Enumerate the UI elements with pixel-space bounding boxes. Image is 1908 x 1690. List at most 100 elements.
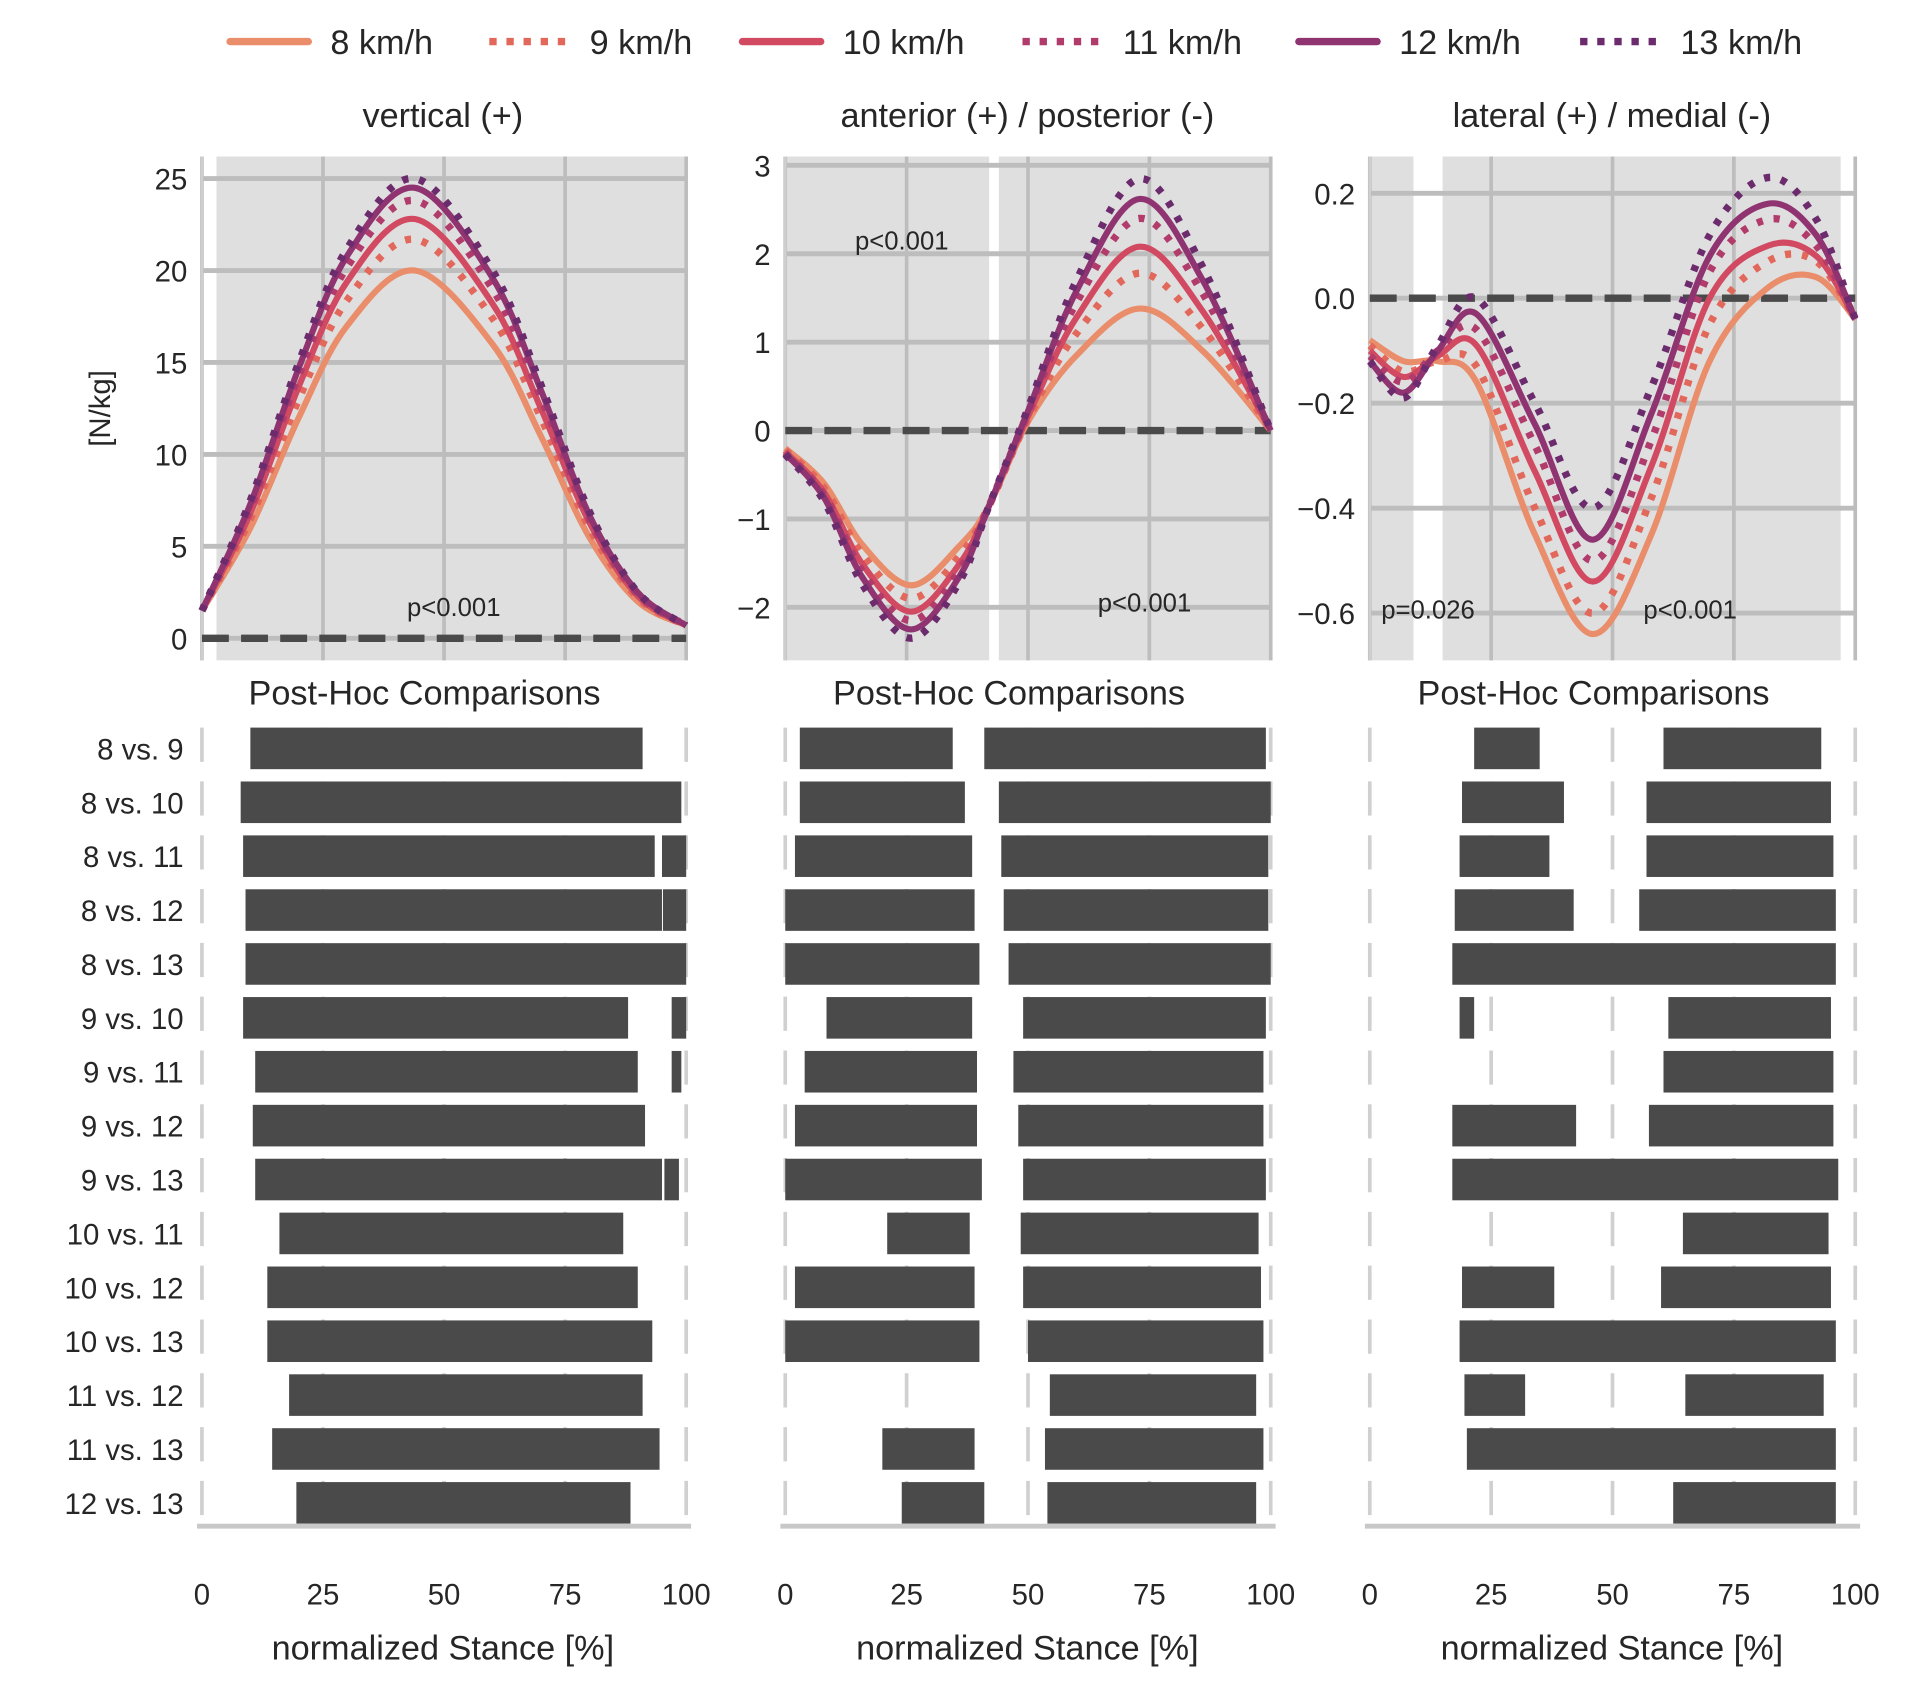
posthoc-significance-bar [1013,1050,1264,1093]
series-line-10-km-h [1367,239,1858,585]
y-tick-label: 5 [171,531,187,564]
posthoc-significance-bar [794,835,973,877]
y-tick-label: 0.2 [1314,178,1355,211]
posthoc-significance-bar [1668,997,1831,1039]
panel-0: 0 5 10 15 20 25 p<0.001 8 vs. 9 8 vs. 10 8 vs. 11… [65,156,711,1611]
posthoc-significance-bar [882,1428,975,1470]
posthoc-significance-bar [252,1104,646,1147]
x-tick-label: 100 [1831,1578,1880,1611]
x-tick-label: 75 [1718,1578,1751,1611]
posthoc-significance-bar [1023,997,1266,1039]
significance-region [1369,156,1414,661]
posthoc-title-3: Post-Hoc Comparisons [1418,674,1770,712]
p-value-annotation: p<0.001 [855,227,949,255]
legend-label-3: 11 km/h [1123,24,1242,62]
posthoc-significance-bar [240,781,682,824]
posthoc-significance-bar [901,1482,985,1524]
series-line-12-km-h [1367,200,1859,543]
posthoc-title-1: Post-Hoc Comparisons [249,674,601,712]
panel-title-ml: lateral (+) / medial (-) [1453,97,1772,135]
posthoc-significance-bar [1452,1158,1839,1201]
posthoc-significance-bar [243,835,655,877]
y-tick-label: 0 [754,416,770,449]
posthoc-significance-bar [826,997,973,1039]
posthoc-significance-bar [1661,1266,1831,1309]
y-tick-label: 0.0 [1314,283,1355,316]
series-line-8-km-h [199,267,688,629]
posthoc-significance-bar [1452,943,1836,985]
x-tick-label: 25 [1475,1578,1508,1611]
posthoc-title-2: Post-Hoc Comparisons [833,674,1185,712]
posthoc-significance-bar [1459,1320,1836,1362]
y-tick-label: −1 [737,504,770,537]
posthoc-significance-bar [1464,1374,1526,1416]
posthoc-significance-bar [662,889,687,931]
posthoc-significance-bar [661,835,687,877]
x-tick-label: 25 [890,1578,923,1611]
posthoc-significance-bar [1673,1482,1836,1524]
posthoc-significance-bar [1663,1050,1834,1093]
posthoc-significance-bar [289,1374,643,1416]
comparison-label: 10 vs. 13 [65,1326,184,1359]
posthoc-significance-bar [794,1266,975,1309]
comparison-label: 9 vs. 13 [81,1165,184,1198]
posthoc-significance-bar [267,1266,638,1309]
comparison-label: 10 vs. 11 [67,1218,184,1251]
x-tick-label: 0 [777,1578,793,1611]
x-tick-label: 0 [194,1578,210,1611]
posthoc-significance-bar [1646,781,1831,824]
posthoc-significance-bar [799,781,965,824]
posthoc-significance-bar [671,1050,682,1093]
comparison-label: 9 vs. 10 [81,1003,184,1036]
x-tick-label: 75 [1133,1578,1166,1611]
posthoc-significance-bar [1685,1374,1824,1416]
posthoc-significance-bar [785,943,980,985]
y-tick-label: 10 [155,439,188,472]
y-tick-label: 20 [155,256,188,289]
posthoc-significance-bar [1049,1374,1257,1416]
comparison-label: 8 vs. 9 [97,733,183,766]
posthoc-significance-bar [1047,1482,1257,1524]
posthoc-significance-bar [1044,1428,1264,1470]
posthoc-significance-bar [1001,835,1269,877]
posthoc-significance-bar [1462,781,1564,824]
p-value-annotation: p<0.001 [407,594,501,622]
posthoc-significance-bar [1663,727,1822,770]
posthoc-significance-bar [1023,1266,1262,1309]
p-value-annotation: p<0.001 [1643,596,1737,624]
posthoc-significance-bar [1466,1428,1836,1470]
legend-label-2: 10 km/h [843,24,965,62]
posthoc-significance-bar [1462,1266,1555,1309]
significance-region [1442,156,1841,661]
legend-label-1: 9 km/h [590,24,693,62]
posthoc-significance-bar [250,727,643,770]
y-tick-label: 2 [754,239,770,272]
posthoc-significance-bar [794,1104,978,1147]
y-tick-label: 3 [754,150,770,183]
series-line-13-km-h [782,175,1275,642]
legend-label-5: 13 km/h [1680,24,1802,62]
posthoc-significance-bar [1474,727,1540,770]
posthoc-significance-bar [1023,1158,1266,1201]
posthoc-significance-bar [279,1212,624,1255]
panel-title-vertical: vertical (+) [362,97,523,135]
posthoc-significance-bar [984,727,1266,770]
posthoc-significance-bar [1459,997,1475,1039]
posthoc-significance-bar [785,889,975,931]
posthoc-significance-bar [296,1482,631,1524]
legend: 8 km/h 9 km/h 10 km/h 11 km/h 12 km/h 13 km/h [226,24,1802,62]
posthoc-significance-bar [1639,889,1836,931]
posthoc-significance-bar [998,781,1271,824]
posthoc-significance-bar [272,1428,660,1470]
x-axis-label-1: normalized Stance [%] [272,1629,615,1667]
posthoc-significance-bar [1003,889,1269,931]
panel-1: −2 −1 0 1 2 3 p<0.001 p<0.001 0 25 50 75 100 [737,150,1295,1611]
posthoc-significance-bar [799,727,953,770]
posthoc-significance-bar [1459,835,1550,877]
series-line-12-km-h [199,184,688,628]
posthoc-significance-bar [1008,943,1271,985]
comparison-label: 8 vs. 10 [81,787,184,820]
legend-label-4: 12 km/h [1399,24,1521,62]
posthoc-significance-bar [1027,1320,1264,1362]
